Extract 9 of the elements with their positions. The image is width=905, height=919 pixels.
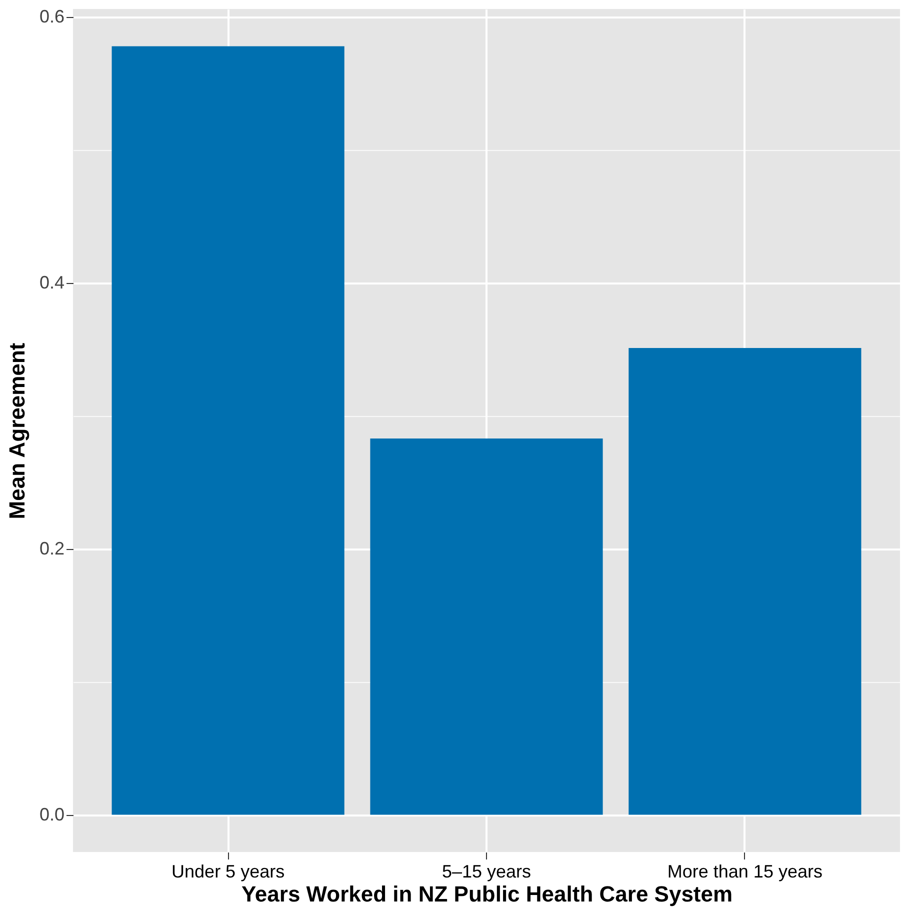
y-axis-title: Mean Agreement bbox=[4, 342, 30, 520]
x-tick-label: Under 5 years bbox=[172, 862, 285, 882]
y-tick-label: 0.0 bbox=[39, 804, 64, 824]
y-tick-label: 0.4 bbox=[39, 272, 64, 292]
y-tick-label: 0.2 bbox=[39, 538, 64, 558]
x-tick-label: More than 15 years bbox=[667, 862, 822, 882]
x-tick-label: 5–15 years bbox=[442, 862, 532, 882]
y-tick-label: 0.6 bbox=[39, 6, 64, 26]
x-axis-title: Years Worked in NZ Public Health Care System bbox=[241, 882, 733, 906]
